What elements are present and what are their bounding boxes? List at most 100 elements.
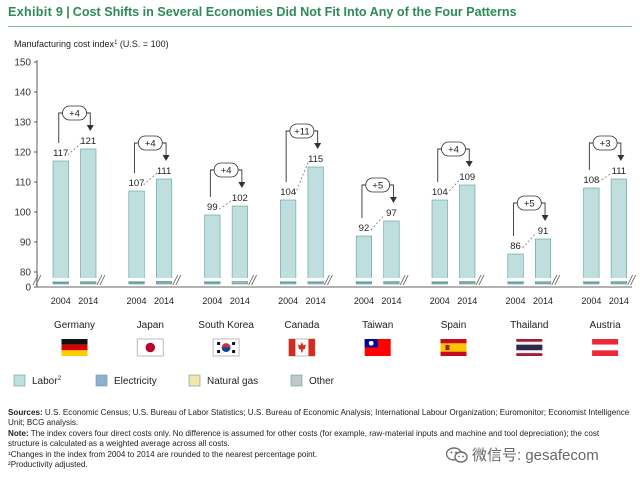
year-label: 2004 bbox=[51, 296, 71, 306]
country-label: Germany bbox=[54, 320, 95, 331]
axis-break-mark bbox=[324, 274, 330, 286]
y-tick-label: 90 bbox=[20, 238, 32, 249]
legend-swatch-electricity bbox=[95, 374, 108, 387]
country-label: Canada bbox=[284, 320, 319, 331]
change-connector bbox=[446, 178, 461, 195]
bar-canada-2004-labor bbox=[280, 199, 297, 283]
spain-flag bbox=[440, 339, 467, 356]
y-tick-label: 110 bbox=[15, 178, 31, 189]
y-tick-label: 120 bbox=[14, 148, 31, 159]
year-label: 2004 bbox=[202, 296, 222, 306]
country-label: Japan bbox=[137, 320, 164, 331]
bar-break-gap bbox=[305, 278, 326, 281]
bar-break-gap bbox=[533, 278, 553, 281]
country-label: Taiwan bbox=[362, 320, 393, 331]
bar-break-gap bbox=[51, 278, 71, 281]
bar-break-gap bbox=[154, 278, 174, 281]
axis-break-mark bbox=[96, 274, 103, 286]
year-label: 2014 bbox=[533, 296, 553, 306]
year-label: 2014 bbox=[609, 296, 629, 306]
y-tick-label: 0 bbox=[25, 283, 31, 294]
change-label: +3 bbox=[600, 139, 611, 150]
change-label: +11 bbox=[294, 127, 309, 138]
change-pill bbox=[213, 162, 239, 178]
change-label: +4 bbox=[145, 139, 156, 150]
legend-label-electricity: Electricity bbox=[114, 376, 157, 387]
axis-break-mark bbox=[32, 274, 39, 286]
change-arrowhead bbox=[238, 182, 246, 188]
footnote-1: ¹Changes in the index from 2004 to 2014 … bbox=[8, 449, 318, 459]
change-arrowhead bbox=[314, 143, 322, 149]
notes-section: Sources: U.S. Economic Census; U.S. Bure… bbox=[8, 408, 632, 470]
bar-spain-2004-labor bbox=[431, 199, 448, 283]
year-label: 2014 bbox=[381, 296, 401, 306]
change-arrowhead bbox=[389, 197, 397, 203]
year-label: 2014 bbox=[306, 296, 326, 306]
bar-value-label: 104 bbox=[280, 187, 296, 198]
wechat-watermark: 微信号: gesafecom bbox=[446, 444, 599, 465]
bar-south-korea-2014-labor bbox=[231, 205, 248, 282]
bar-break-gap bbox=[278, 278, 298, 281]
change-connector bbox=[294, 160, 309, 195]
chart-title: Cost Shifts in Several Economies Did Not… bbox=[72, 5, 517, 19]
axis-break-mark bbox=[627, 274, 633, 286]
bar-thailand-2014-labor bbox=[534, 238, 552, 283]
change-label: +4 bbox=[448, 145, 459, 156]
year-label: 2014 bbox=[78, 296, 98, 306]
legend-swatch-other bbox=[290, 374, 303, 387]
y-tick-label: 80 bbox=[20, 268, 32, 279]
axis-break-mark bbox=[399, 274, 406, 286]
bar-germany-2014-labor bbox=[80, 148, 97, 283]
bar-germany-2004-labor bbox=[52, 160, 69, 283]
axis-break-mark bbox=[248, 274, 254, 286]
axis-break-mark bbox=[172, 274, 179, 286]
bar-break-gap bbox=[202, 278, 223, 281]
bar-value-label: 108 bbox=[583, 175, 599, 186]
bar-value-label: 92 bbox=[359, 223, 370, 234]
chart-area: Manufacturing cost index1 (U.S. = 100) 0 8… bbox=[13, 39, 636, 387]
axis-break-mark bbox=[402, 274, 409, 286]
bar-break-gap bbox=[78, 278, 98, 281]
change-connector bbox=[143, 172, 158, 186]
bar-value-label: 115 bbox=[308, 154, 323, 165]
axis-break-mark bbox=[630, 274, 636, 286]
legend-label-other: Other bbox=[309, 376, 335, 387]
bar-value-label: 121 bbox=[80, 136, 96, 147]
bar-value-label: 111 bbox=[612, 166, 626, 177]
legend-label-labor: Labor2 bbox=[32, 375, 62, 387]
axis-break-mark bbox=[35, 274, 42, 286]
year-label: 2004 bbox=[506, 296, 526, 306]
japan-flag bbox=[136, 338, 164, 357]
y-tick-label: 150 bbox=[14, 58, 31, 69]
axis-break-mark bbox=[475, 274, 482, 286]
year-label: 2004 bbox=[127, 296, 147, 306]
country-label: Austria bbox=[590, 320, 622, 331]
title-separator: | bbox=[66, 5, 70, 19]
bar-value-label: 104 bbox=[432, 187, 448, 198]
axis-break-mark bbox=[251, 274, 257, 286]
bar-break-gap bbox=[609, 278, 629, 281]
country-label: Spain bbox=[441, 320, 467, 331]
germany-flag bbox=[61, 339, 88, 356]
footnote-2: ²Productivity adjusted. bbox=[8, 460, 88, 470]
year-label: 2004 bbox=[354, 296, 374, 306]
bar-break-gap bbox=[354, 278, 374, 281]
bar-value-label: 97 bbox=[386, 208, 397, 219]
year-label: 2014 bbox=[457, 296, 477, 306]
bar-break-gap bbox=[430, 278, 450, 281]
country-label: South Korea bbox=[198, 320, 254, 331]
change-arrowhead bbox=[86, 125, 94, 131]
change-label: +5 bbox=[524, 199, 535, 210]
bar-break-gap bbox=[457, 278, 477, 281]
country-label: Thailand bbox=[510, 320, 548, 331]
y-tick-label: 100 bbox=[14, 208, 31, 219]
austria-flag bbox=[592, 339, 619, 356]
change-connector bbox=[598, 172, 613, 183]
change-connector bbox=[219, 199, 234, 210]
bar-canada-2014-labor bbox=[307, 166, 324, 283]
bar-austria-2014-labor bbox=[610, 178, 627, 283]
axis-break-mark bbox=[478, 274, 485, 286]
bar-value-label: 91 bbox=[538, 226, 549, 237]
axis-break-mark bbox=[99, 274, 106, 286]
bar-break-gap bbox=[126, 278, 147, 281]
